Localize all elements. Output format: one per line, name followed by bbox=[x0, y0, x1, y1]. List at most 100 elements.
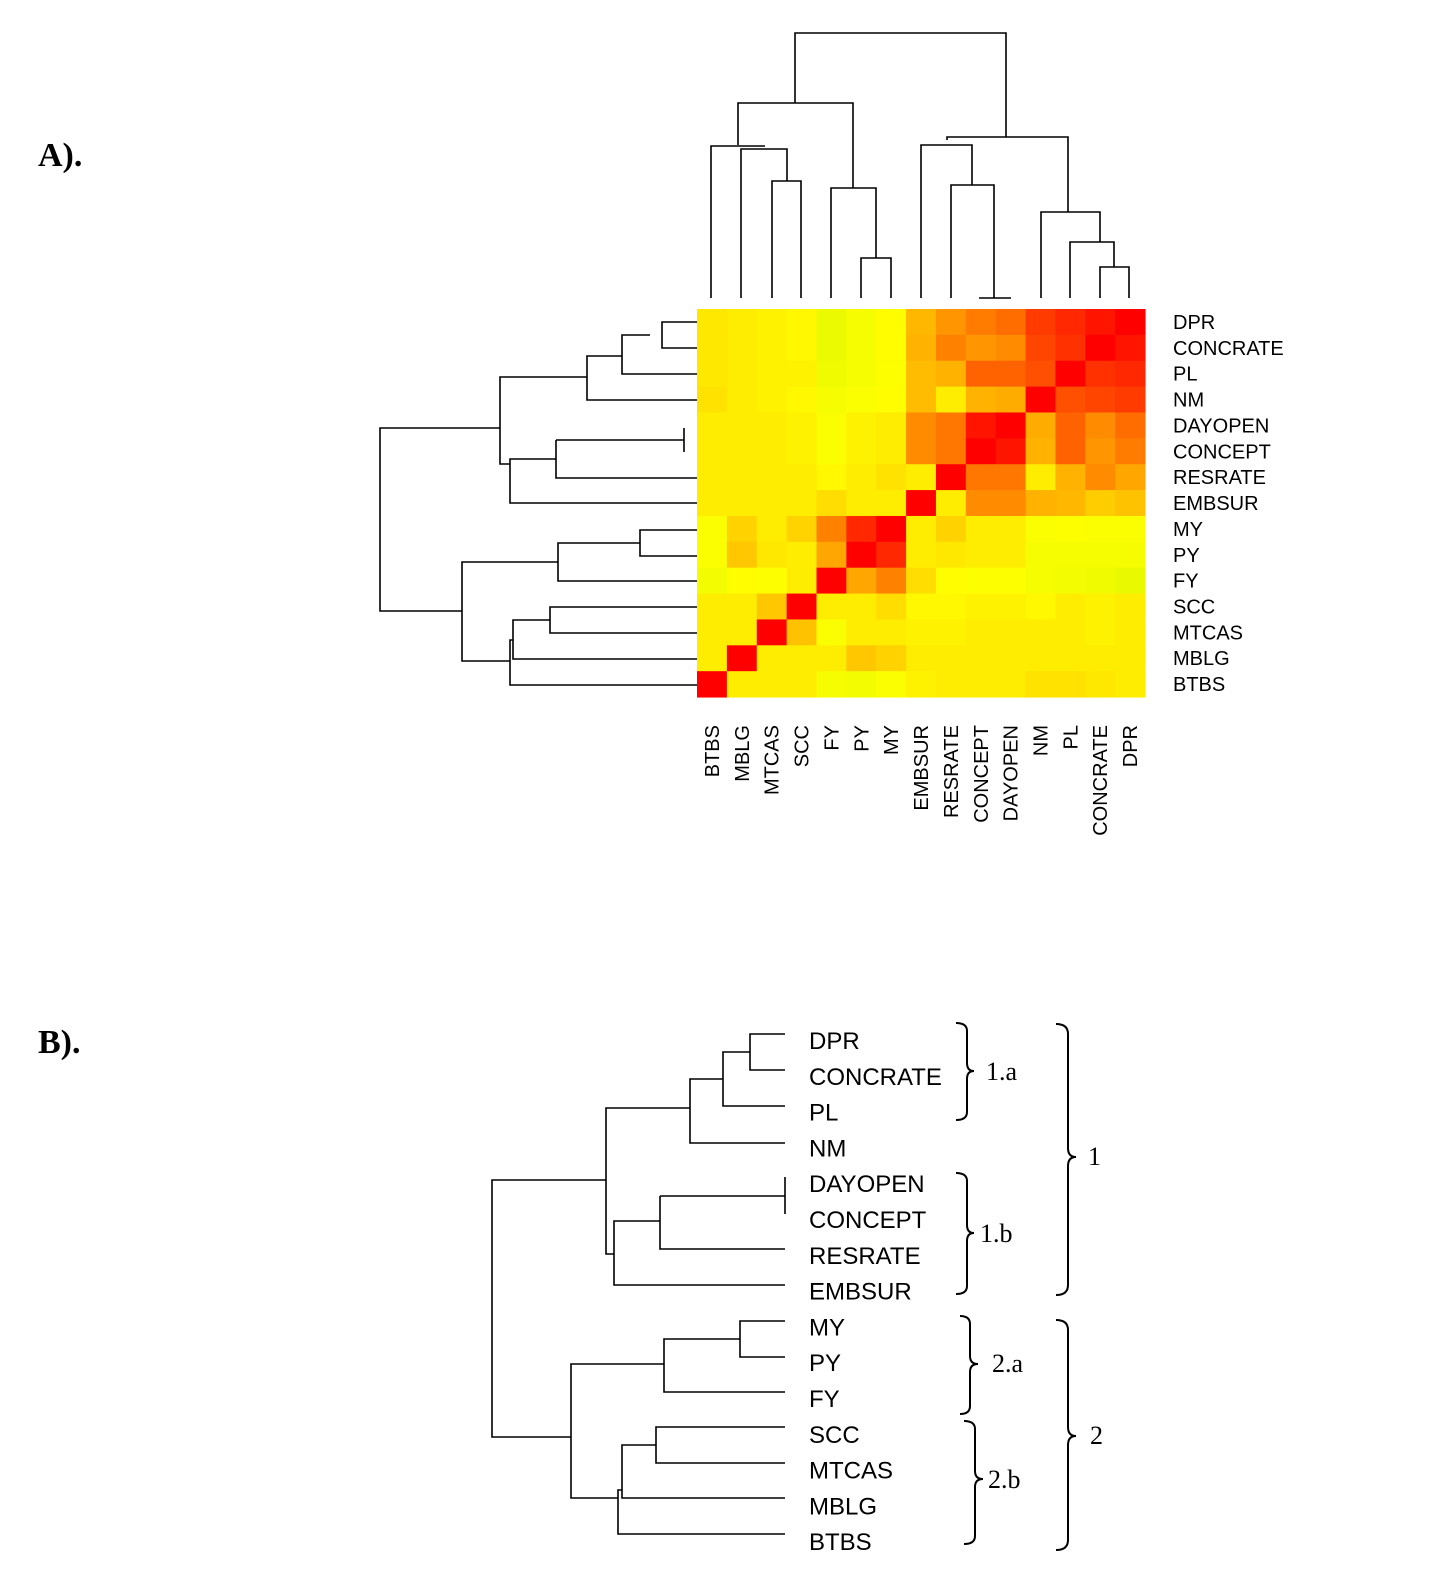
heatmap-cell bbox=[995, 334, 1027, 362]
heatmap-cell bbox=[1115, 541, 1146, 569]
b-dendro-btbs bbox=[617, 1489, 785, 1535]
heatmap-column-labels: BTBS MBLG MTCAS SCC FY PY MY EMBSUR RESRATE CONCE… bbox=[702, 725, 1142, 836]
heatmap-cell bbox=[846, 334, 877, 362]
dendrogram-leaf-label: MY bbox=[809, 1314, 845, 1341]
heatmap-cell bbox=[876, 645, 907, 672]
heatmap-cell bbox=[726, 360, 758, 388]
row-dendro-scc-mtcas bbox=[549, 606, 697, 634]
heatmap-row-label: EMBSUR bbox=[1173, 493, 1259, 515]
heatmap-cell bbox=[816, 645, 847, 672]
heatmap-cell bbox=[1025, 490, 1056, 517]
col-dendro-btbs-mblg-group bbox=[710, 145, 765, 298]
row-dendrogram bbox=[379, 321, 697, 686]
heatmap-cell bbox=[816, 490, 847, 517]
cluster-brackets bbox=[955, 1022, 1077, 1551]
heatmap-cell bbox=[1085, 671, 1116, 698]
cluster-label-1: 1 bbox=[1088, 1142, 1101, 1171]
bracket-2 bbox=[1055, 1319, 1077, 1551]
col-dendro-mtcas-scc bbox=[771, 180, 802, 298]
b-dendro-my-py bbox=[739, 1320, 785, 1358]
b-dendro-lower bbox=[570, 1363, 664, 1499]
b-dendro-scc-mtcas bbox=[655, 1426, 785, 1464]
heatmap-row-label: MY bbox=[1173, 519, 1203, 541]
row-dendro-dpr-pl bbox=[621, 334, 697, 375]
heatmap-cell bbox=[726, 490, 758, 517]
heatmap-cell bbox=[995, 567, 1027, 595]
b-dendro-fy bbox=[663, 1338, 785, 1393]
heatmap-cell bbox=[786, 619, 817, 646]
b-dendro-pl bbox=[722, 1051, 785, 1107]
dendrogram-leaf-label: FY bbox=[809, 1386, 840, 1413]
heatmap-column-label: MBLG bbox=[732, 725, 754, 782]
row-dendro-lower bbox=[461, 561, 558, 662]
heatmap-cell bbox=[1025, 412, 1056, 439]
heatmap-cell bbox=[756, 541, 788, 569]
b-dendro-nm bbox=[689, 1078, 785, 1144]
heatmap-cell bbox=[756, 593, 788, 620]
heatmap-column-label: PL bbox=[1060, 725, 1082, 749]
heatmap-cell bbox=[965, 593, 997, 620]
heatmap-cell bbox=[1085, 464, 1116, 491]
dendrogram-leaf-label: DPR bbox=[809, 1028, 860, 1055]
heatmap-cell bbox=[786, 334, 817, 362]
bracket-1b bbox=[955, 1172, 975, 1295]
heatmap-cell bbox=[906, 593, 937, 620]
heatmap-cell bbox=[756, 309, 788, 336]
heatmap-cells bbox=[697, 309, 1146, 698]
heatmap-cell bbox=[906, 567, 937, 595]
heatmap-column-label: FY bbox=[821, 725, 843, 751]
panel-a-label: A). bbox=[38, 137, 82, 174]
b-dendro-upper bbox=[605, 1107, 690, 1255]
heatmap-cell bbox=[756, 412, 788, 439]
row-dendro-my-py bbox=[639, 529, 697, 557]
heatmap-cell bbox=[906, 334, 937, 362]
heatmap-cell bbox=[1115, 464, 1146, 491]
dendrogram-leaf-label: DAYOPEN bbox=[809, 1171, 925, 1198]
heatmap-cell bbox=[816, 593, 847, 620]
dendrogram-b bbox=[491, 1033, 786, 1535]
heatmap-cell bbox=[816, 386, 847, 413]
heatmap-cell bbox=[876, 541, 907, 569]
b-dendro-dpr-concrate bbox=[749, 1033, 785, 1071]
col-dendro-right-top bbox=[946, 136, 1069, 212]
heatmap-cell bbox=[756, 645, 788, 672]
heatmap-cell bbox=[876, 412, 907, 439]
heatmap-cell bbox=[995, 490, 1027, 517]
heatmap-cell bbox=[697, 645, 728, 672]
heatmap-cell bbox=[1055, 412, 1086, 439]
heatmap-cell bbox=[816, 438, 847, 465]
heatmap-cell bbox=[786, 645, 817, 672]
heatmap-row-labels: DPR CONCRATE PL NM DAYOPEN CONCEPT RESRATE EMBS… bbox=[1173, 312, 1284, 696]
heatmap-cell bbox=[995, 412, 1027, 439]
heatmap-cell bbox=[876, 309, 907, 336]
heatmap-cell bbox=[697, 619, 728, 646]
cluster-label-2: 2 bbox=[1090, 1421, 1103, 1450]
heatmap-cell bbox=[906, 360, 937, 388]
heatmap-cell bbox=[1115, 515, 1146, 543]
heatmap-cell bbox=[935, 464, 967, 491]
heatmap-cell bbox=[1025, 309, 1056, 336]
heatmap-cell bbox=[995, 309, 1027, 336]
heatmap-cell bbox=[935, 386, 967, 413]
row-dendro-nm bbox=[586, 355, 697, 401]
heatmap-cell bbox=[846, 438, 877, 465]
heatmap-cell bbox=[1025, 360, 1056, 388]
heatmap-cell bbox=[906, 515, 937, 543]
heatmap-cell bbox=[786, 515, 817, 543]
dendrogram-leaf-label: EMBSUR bbox=[809, 1279, 912, 1306]
row-dendro-btbs bbox=[509, 639, 697, 686]
b-dendro-concept-dayopen bbox=[660, 1177, 786, 1214]
heatmap-cell bbox=[726, 645, 758, 672]
heatmap-cell bbox=[1085, 619, 1116, 646]
heatmap-cell bbox=[1025, 464, 1056, 491]
heatmap-column-label: CONCRATE bbox=[1090, 725, 1112, 836]
column-dendrogram bbox=[710, 32, 1130, 299]
heatmap-cell bbox=[965, 490, 997, 517]
heatmap-column-label: MY bbox=[881, 725, 903, 755]
heatmap-cell bbox=[906, 671, 937, 698]
heatmap-cell bbox=[756, 671, 788, 698]
heatmap-cell bbox=[1115, 438, 1146, 465]
heatmap-cell bbox=[906, 386, 937, 413]
heatmap-cell bbox=[876, 334, 907, 362]
